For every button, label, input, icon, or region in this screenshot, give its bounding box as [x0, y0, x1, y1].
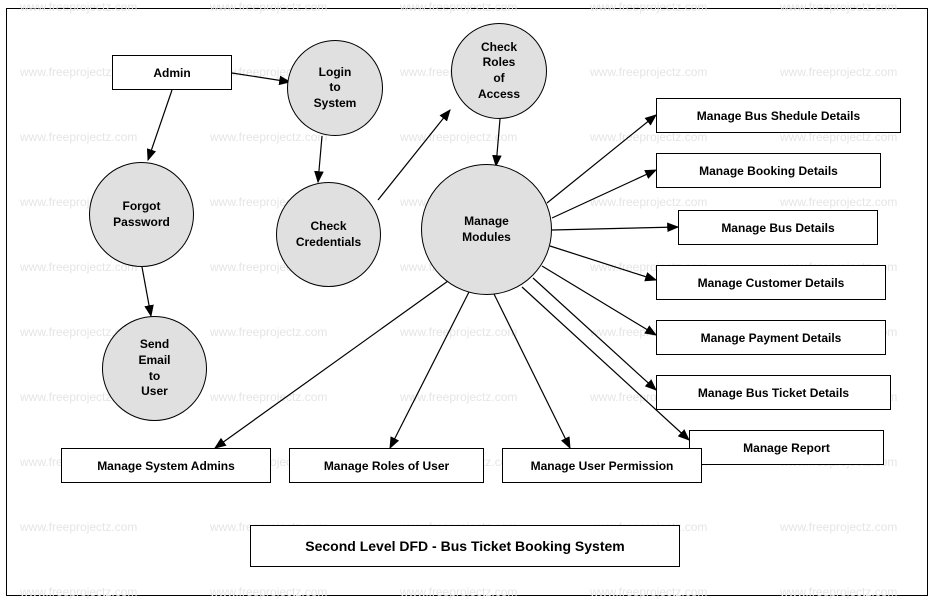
process-forgot: ForgotPassword [89, 162, 194, 267]
process-email: SendEmailtoUser [102, 316, 207, 421]
entity-r5: Manage Payment Details [656, 320, 886, 355]
diagram-title-text: Second Level DFD - Bus Ticket Booking Sy… [305, 538, 624, 554]
process-login: LogintoSystem [287, 40, 383, 136]
process-cred: CheckCredentials [276, 182, 381, 287]
entity-admin: Admin [112, 55, 232, 90]
entity-b1: Manage System Admins [61, 448, 271, 483]
entity-r2: Manage Booking Details [656, 153, 881, 188]
entity-r3: Manage Bus Details [678, 210, 878, 245]
entity-r4: Manage Customer Details [656, 265, 886, 300]
entity-r6: Manage Bus Ticket Details [656, 375, 891, 410]
entity-r1: Manage Bus Shedule Details [656, 98, 901, 133]
process-mod: ManageModules [421, 164, 552, 295]
entity-r7: Manage Report [689, 430, 884, 465]
entity-b2: Manage Roles of User [289, 448, 484, 483]
entity-b3: Manage User Permission [502, 448, 702, 483]
process-roles: CheckRolesofAccess [451, 23, 547, 119]
diagram-title: Second Level DFD - Bus Ticket Booking Sy… [250, 525, 680, 567]
